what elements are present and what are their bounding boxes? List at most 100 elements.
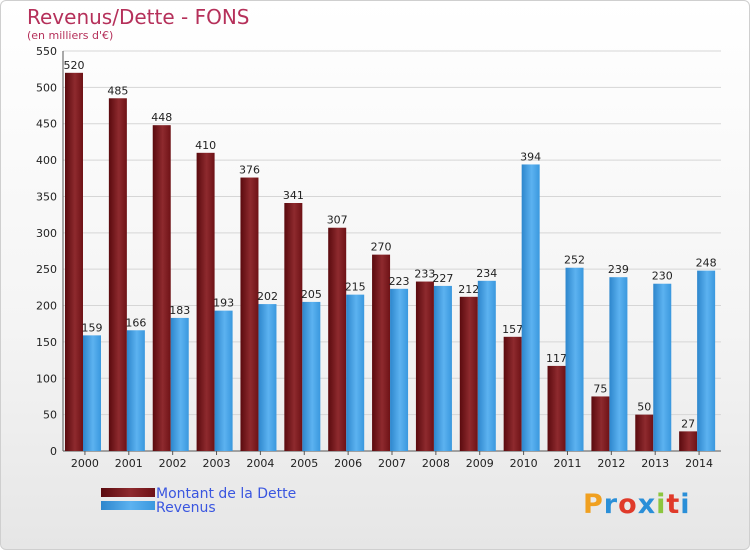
x-tick-label: 2012	[597, 457, 625, 470]
x-tick-label: 2002	[159, 457, 187, 470]
y-tick-label: 400	[36, 154, 57, 167]
bar-revenus-2005	[302, 301, 321, 451]
logo-letter: r	[603, 489, 619, 520]
bar-revenus-2012	[609, 277, 628, 451]
chart-subtitle: (en milliers d'€)	[27, 29, 114, 42]
data-label-revenus-2012: 239	[608, 263, 629, 276]
logo-letter: i	[680, 489, 691, 520]
bar-revenus-2008	[433, 285, 452, 451]
data-label-revenus-2000: 159	[82, 321, 103, 334]
bar-debt-2010	[503, 336, 522, 451]
data-label-revenus-2006: 215	[345, 281, 366, 294]
legend-swatches	[101, 488, 155, 510]
legend-label-revenus: Revenus	[156, 500, 216, 516]
bar-revenus-2009	[477, 280, 496, 451]
data-label-debt-2002: 448	[151, 111, 172, 124]
bar-debt-2003	[196, 152, 215, 451]
x-tick-label: 2004	[246, 457, 274, 470]
data-label-revenus-2014: 248	[696, 257, 717, 270]
data-label-debt-2010: 157	[502, 323, 523, 336]
bar-debt-2002	[152, 125, 171, 451]
chart-title: Revenus/Dette - FONS	[27, 5, 250, 29]
x-tick-label: 2011	[553, 457, 581, 470]
logo-letter: P	[583, 489, 604, 520]
data-label-revenus-2002: 183	[169, 304, 190, 317]
legend-swatch-debt	[101, 488, 155, 497]
y-tick-label: 50	[43, 409, 57, 422]
y-tick-label: 350	[36, 190, 57, 203]
bar-revenus-2010	[521, 164, 540, 452]
x-tick-label: 2007	[378, 457, 406, 470]
data-label-debt-2011: 117	[546, 352, 567, 365]
logo-letter: i	[656, 489, 667, 520]
y-tick-label: 250	[36, 263, 57, 276]
bar-debt-2005	[284, 203, 303, 451]
bar-revenus-2011	[565, 267, 584, 451]
x-tick-label: 2001	[115, 457, 143, 470]
bar-revenus-2000	[83, 335, 101, 451]
data-label-revenus-2003: 193	[213, 297, 234, 310]
bar-revenus-2007	[390, 288, 409, 451]
data-label-debt-2005: 341	[283, 189, 304, 202]
bar-revenus-2003	[214, 310, 233, 451]
bar-debt-2000	[65, 72, 83, 452]
data-label-revenus-2008: 227	[432, 272, 453, 285]
data-label-debt-2014: 27	[681, 417, 695, 430]
x-tick-label: 2000	[71, 457, 99, 470]
bar-revenus-2001	[126, 330, 145, 451]
y-tick-label: 200	[36, 300, 57, 313]
y-tick-label: 300	[36, 227, 57, 240]
legend-swatch-revenus	[101, 501, 155, 510]
proxiti-logo: Proxiti	[583, 489, 691, 520]
bar-debt-2011	[547, 365, 566, 451]
logo-letter: x	[637, 489, 657, 520]
bar-revenus-2004	[258, 304, 277, 451]
data-label-revenus-2009: 234	[476, 267, 497, 280]
bar-debt-2007	[372, 254, 391, 451]
legend-label-debt: Montant de la Dette	[156, 486, 297, 502]
bar-debt-2012	[591, 396, 610, 451]
data-label-debt-2001: 485	[107, 84, 128, 97]
y-tick-label: 100	[36, 372, 57, 385]
data-label-debt-2013: 50	[637, 401, 651, 414]
data-label-revenus-2001: 166	[125, 316, 146, 329]
x-tick-label: 2014	[685, 457, 713, 470]
bar-debt-2013	[635, 414, 654, 451]
x-tick-label: 2005	[290, 457, 318, 470]
bar-debt-2014	[679, 431, 698, 451]
y-tick-label: 450	[36, 118, 57, 131]
logo-letter: o	[618, 489, 638, 520]
data-label-debt-2009: 212	[458, 283, 479, 296]
data-label-debt-2003: 410	[195, 139, 216, 152]
bar-revenus-2013	[653, 283, 672, 451]
bar-debt-2009	[459, 296, 478, 451]
bar-revenus-2002	[170, 317, 189, 451]
x-tick-label: 2009	[466, 457, 494, 470]
y-tick-label: 150	[36, 336, 57, 349]
bar-revenus-2006	[346, 294, 365, 451]
y-tick-label: 550	[36, 45, 57, 58]
bar-debt-2006	[328, 227, 347, 451]
x-tick-label: 2003	[203, 457, 231, 470]
bar-debt-2008	[415, 281, 434, 451]
data-label-debt-2004: 376	[239, 164, 260, 177]
bar-debt-2004	[240, 177, 259, 451]
x-tick-label: 2006	[334, 457, 362, 470]
data-label-debt-2006: 307	[327, 214, 348, 227]
bar-debt-2001	[108, 98, 127, 451]
x-tick-label: 2013	[641, 457, 669, 470]
data-label-debt-2007: 270	[371, 241, 392, 254]
data-label-debt-2012: 75	[593, 382, 607, 395]
data-label-revenus-2005: 205	[301, 288, 322, 301]
data-label-debt-2008: 233	[414, 268, 435, 281]
data-label-revenus-2007: 223	[389, 275, 410, 288]
data-label-revenus-2004: 202	[257, 290, 278, 303]
data-label-debt-2000: 520	[64, 59, 85, 72]
data-label-revenus-2011: 252	[564, 254, 585, 267]
data-label-revenus-2013: 230	[652, 270, 673, 283]
x-tick-label: 2008	[422, 457, 450, 470]
y-tick-label: 500	[36, 81, 57, 94]
data-label-revenus-2010: 394	[520, 150, 541, 163]
